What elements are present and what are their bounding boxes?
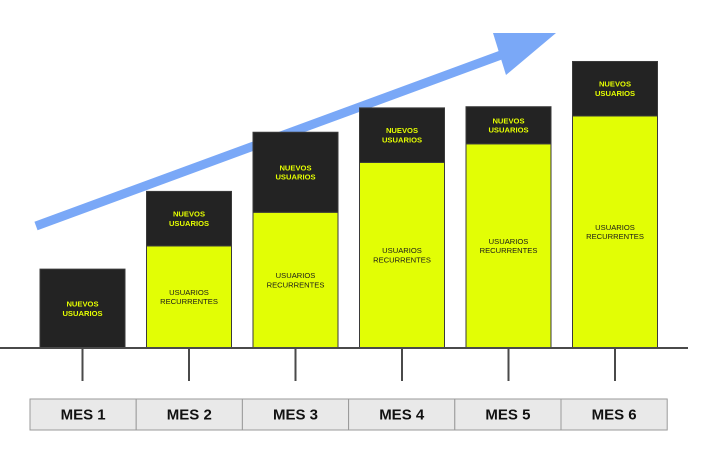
month-label-cell: MES 1	[29, 398, 137, 431]
bar-returning-users	[146, 245, 232, 349]
month-label: MES 3	[273, 406, 318, 423]
month-label-cell: MES 6	[560, 398, 668, 431]
month-labels: MES 1 MES 2 MES 3 MES 4 MES 5 MES 6	[29, 398, 668, 431]
bar-new-users	[252, 131, 339, 213]
month-label-cell: MES 3	[241, 398, 350, 431]
bar-returning-users	[359, 161, 445, 349]
month-label-box	[560, 398, 668, 431]
bar-group: USUARIOS RECURRENTES NUEVOS USUARIOS	[465, 106, 552, 349]
bar-group: USUARIOS RECURRENTES NUEVOS USUARIOS	[146, 190, 232, 349]
bar-new-users	[39, 268, 126, 349]
label-new-users: NUEVOS USUARIOS	[62, 300, 102, 318]
bar-new-users	[465, 106, 552, 145]
month-label: MES 6	[592, 406, 637, 423]
label-new-users: NUEVOS USUARIOS	[275, 163, 315, 181]
bar-returning-users	[572, 115, 658, 349]
label-new-users: NUEVOS USUARIOS	[595, 80, 635, 98]
bar-returning-users	[252, 211, 339, 349]
label-new-users: NUEVOS USUARIOS	[382, 126, 422, 144]
bar-new-users	[359, 107, 445, 163]
arrow-head	[493, 33, 556, 75]
month-label: MES 5	[485, 406, 530, 423]
month-label: MES 4	[379, 406, 425, 423]
bar-group: USUARIOS RECURRENTES NUEVOS USUARIOS	[572, 60, 658, 349]
bar-group: USUARIOS RECURRENTES NUEVOS USUARIOS	[359, 107, 445, 349]
label-returning-users: USUARIOS RECURRENTES	[160, 288, 218, 306]
bar-group: USUARIOS RECURRENTES NUEVOS USUARIOS	[252, 131, 339, 349]
month-label-cell: MES 4	[348, 398, 456, 431]
month-label: MES 1	[61, 406, 106, 423]
bar-group: NUEVOS USUARIOS	[39, 268, 126, 349]
month-label-box	[29, 398, 137, 431]
label-returning-users: USUARIOS RECURRENTES	[586, 223, 644, 241]
label-returning-users: USUARIOS RECURRENTES	[267, 271, 325, 289]
month-label-cell: MES 5	[454, 398, 562, 431]
month-label-cell: MES 2	[135, 398, 243, 431]
bars: NUEVOS USUARIOS USUARIOS RECURRENTES NUEVOS U…	[39, 60, 658, 349]
x-axis	[0, 347, 688, 381]
bar-new-users	[572, 60, 658, 117]
bar-new-users	[146, 190, 232, 247]
label-returning-users: USUARIOS RECURRENTES	[480, 237, 538, 255]
month-label-box	[454, 398, 562, 431]
label-new-users: NUEVOS USUARIOS	[488, 116, 528, 134]
month-label: MES 2	[167, 406, 212, 423]
label-new-users: NUEVOS USUARIOS	[169, 210, 209, 228]
label-returning-users: USUARIOS RECURRENTES	[373, 246, 431, 264]
